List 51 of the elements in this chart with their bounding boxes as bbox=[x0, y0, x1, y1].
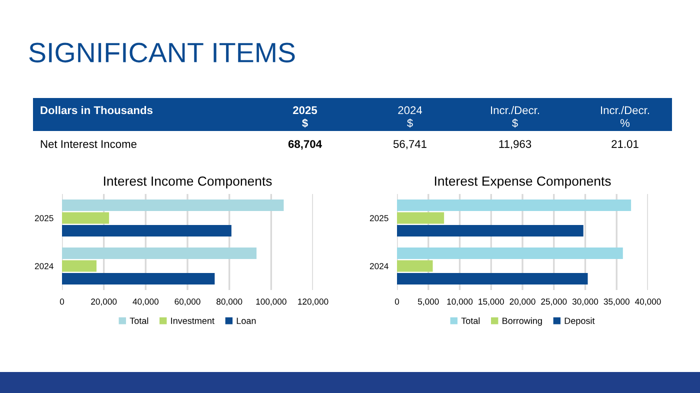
bar bbox=[397, 273, 588, 285]
text: 68,704 bbox=[288, 140, 322, 150]
x-tick-label: 0 bbox=[60, 298, 64, 305]
bar bbox=[397, 212, 444, 224]
bar bbox=[62, 212, 110, 224]
x-tick-label: 40,000 bbox=[132, 298, 158, 306]
bar bbox=[62, 225, 232, 237]
bar bbox=[62, 260, 97, 272]
x-tick-label: 80,000 bbox=[216, 298, 242, 306]
text: SIGNIFICANT ITEMS bbox=[29, 42, 295, 62]
x-tick-label: 20,000 bbox=[510, 298, 536, 306]
text: 56,741 bbox=[393, 140, 426, 150]
legend-label: Total bbox=[130, 317, 148, 324]
x-tick-label: 35,000 bbox=[604, 298, 630, 306]
bar bbox=[397, 199, 632, 211]
legend-label: Loan bbox=[236, 318, 256, 324]
bar bbox=[397, 225, 584, 237]
x-tick-label: 10,000 bbox=[447, 298, 473, 306]
category-label: Dollars in Thousands bbox=[40, 106, 153, 114]
bar bbox=[62, 247, 257, 259]
text: 11,963 bbox=[499, 140, 532, 150]
y-tick-label: 2025 bbox=[370, 215, 388, 222]
x-tick-label: 30,000 bbox=[572, 298, 598, 306]
category-label: Incr./Decr. $ bbox=[491, 106, 539, 128]
text: Net Interest Income bbox=[40, 140, 136, 148]
category-label: 2025 $ bbox=[293, 106, 318, 128]
chart-title: Interest Expense Components bbox=[434, 176, 611, 188]
category-label: 2024 $ bbox=[398, 106, 422, 128]
x-tick-label: 5,000 bbox=[418, 298, 439, 306]
category-label: Incr./Decr. % bbox=[601, 106, 649, 127]
bar bbox=[62, 273, 215, 285]
y-tick-label: 2024 bbox=[370, 263, 388, 270]
x-tick-label: 20,000 bbox=[91, 298, 117, 306]
bar bbox=[397, 260, 433, 272]
y-tick-label: 2024 bbox=[34, 263, 54, 270]
x-tick-label: 15,000 bbox=[478, 298, 504, 306]
chart-title: Interest Income Components bbox=[104, 176, 272, 188]
x-tick-label: 40,000 bbox=[635, 298, 661, 306]
legend-label: Deposit bbox=[564, 317, 595, 326]
x-tick-label: 25,000 bbox=[541, 298, 567, 306]
x-tick-label: 0 bbox=[394, 298, 400, 305]
x-tick-label: 60,000 bbox=[174, 298, 200, 306]
legend-label: Borrowing bbox=[502, 317, 542, 326]
x-tick-label: 100,000 bbox=[256, 298, 286, 306]
text: 21.01 bbox=[612, 140, 638, 148]
bar bbox=[62, 199, 284, 211]
y-tick-label: 2025 bbox=[34, 215, 54, 222]
legend-label: Investment bbox=[171, 318, 214, 324]
legend-label: Total bbox=[461, 317, 480, 324]
bar bbox=[397, 247, 623, 259]
x-tick-label: 120,000 bbox=[298, 298, 328, 306]
